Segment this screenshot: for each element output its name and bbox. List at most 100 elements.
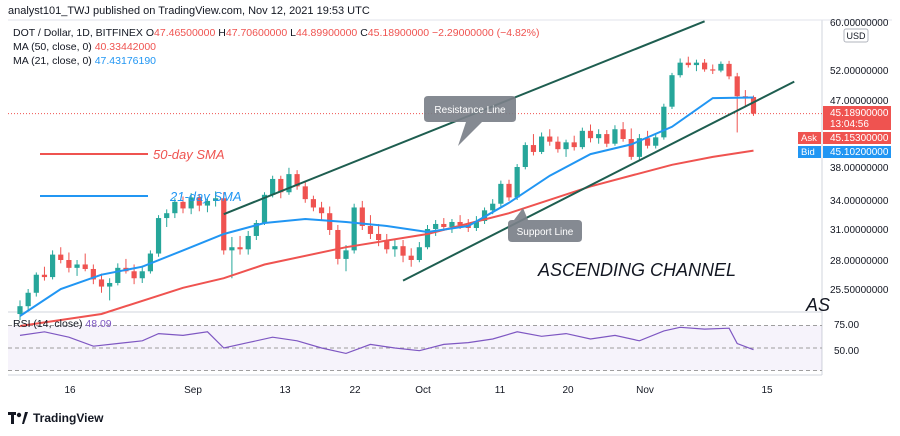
candle-body (522, 145, 528, 167)
candle-body (514, 167, 520, 198)
candle-body (490, 203, 496, 211)
candle-body (555, 141, 561, 150)
candle-body (343, 250, 349, 259)
price-tick-label: 47.00000000 (830, 96, 889, 107)
candle-body (457, 221, 463, 225)
candle-body (384, 240, 390, 250)
candle-body (530, 145, 537, 152)
resistance-callout (424, 96, 516, 146)
candle-body (644, 138, 651, 146)
support-callout (508, 208, 582, 242)
time-tick-label: 20 (562, 385, 574, 396)
candle-body (506, 183, 512, 198)
legend-ma50-row[interactable]: MA (50, close, 0) 40.33442000 (13, 41, 156, 53)
candle-body (587, 130, 594, 139)
candle-body (376, 233, 382, 241)
candle-body (473, 221, 479, 228)
candle-body (416, 247, 422, 260)
high-value: 47.70600000 (225, 27, 288, 39)
candle-body (367, 225, 374, 234)
rsi-legend[interactable]: RSI (14, close) 48.09 (13, 318, 112, 330)
ask-price-tag (823, 132, 891, 144)
candle-body (294, 174, 300, 187)
candle-body (253, 222, 259, 236)
currency-box[interactable] (843, 28, 869, 43)
candle-body (58, 254, 64, 260)
candle-body (188, 197, 194, 209)
symbol-label[interactable]: DOT / Dollar, 1D, BITFINEX (13, 27, 143, 39)
rsi-legend-label: RSI (14, close) (13, 318, 83, 330)
tradingview-brand[interactable]: TradingView (8, 411, 103, 425)
low-label: L (290, 27, 296, 39)
candle-body (131, 271, 137, 279)
ma21-legend-label: MA (21, close, 0) (13, 55, 92, 67)
currency-label: USD (846, 31, 866, 41)
candle-body (33, 274, 39, 293)
candle-body (579, 130, 585, 148)
rsi-legend-value: 48.09 (85, 318, 112, 330)
candle-body (620, 129, 626, 139)
candle-body (612, 129, 618, 144)
candle-body (318, 207, 325, 214)
candle-body (66, 260, 72, 268)
legend-ohlc-row: DOT / Dollar, 1D, BITFINEX O47.46500000 … (13, 27, 539, 39)
candle-body (604, 134, 610, 144)
price-axis-top-tick: 60.00000000 (830, 18, 889, 29)
price-tick-label: 52.00000000 (830, 66, 889, 77)
time-tick-label: Nov (636, 385, 654, 396)
time-axis-ticks: 16 Sep 13 22 Oct 11 20 Nov 15 (64, 385, 773, 396)
low-value: 44.89900000 (295, 27, 358, 39)
close-label: C (360, 27, 368, 39)
candle-body (702, 62, 708, 70)
candle-body (50, 254, 56, 278)
change-value: −2.29000000 (−4.82%) (432, 27, 540, 39)
candle-body (539, 136, 545, 152)
candle-body (310, 199, 316, 208)
candle-body (245, 235, 251, 250)
publish-caption: analyst101_TWJ published on TradingView.… (8, 5, 370, 17)
candle-body (261, 194, 268, 223)
candle-body (90, 268, 96, 280)
time-tick-label: Sep (184, 385, 202, 396)
candle-body (441, 223, 447, 227)
candle-body (180, 201, 186, 209)
support-callout-label: Support Line (517, 227, 574, 238)
candle-body (204, 200, 211, 206)
candle-body (221, 198, 227, 251)
candle-body (270, 178, 276, 195)
ma50-legend-label: MA (50, close, 0) (13, 41, 92, 53)
price-tick-label: 25.50000000 (830, 285, 889, 296)
candle-body (98, 279, 105, 287)
candle-body (115, 267, 121, 283)
candle-body (17, 306, 23, 315)
open-value: 47.46500000 (154, 27, 216, 39)
resistance-callout-label: Resistance Line (434, 105, 506, 116)
time-tick-label: 16 (64, 385, 76, 396)
candle-body (155, 218, 162, 254)
channel-annotation: ASCENDING CHANNEL (537, 260, 736, 280)
support-channel-line (402, 80, 795, 282)
ma50-legend-value: 40.33442000 (94, 41, 157, 53)
candle-body (693, 62, 700, 66)
price-tick-label: 31.00000000 (830, 225, 889, 236)
candle-body (74, 264, 80, 268)
candle-body (172, 201, 178, 214)
time-tick-label: 11 (495, 385, 506, 396)
candle-body (596, 134, 602, 139)
price-tick-label: 38.00000000 (830, 163, 889, 174)
candle-body (359, 207, 365, 226)
candle-body (213, 198, 219, 201)
last-price-value: 45.18900000 (830, 108, 889, 119)
tradingview-logo-icon (8, 412, 28, 424)
time-tick-label: 15 (761, 385, 773, 396)
price-tick-label: 28.00000000 (830, 256, 889, 267)
candle-body (449, 221, 455, 227)
legend-ma21-row[interactable]: MA (21, close, 0) 47.43176190 (13, 55, 156, 67)
candle-body (139, 271, 145, 279)
candle-body (636, 138, 642, 157)
ask-label: Ask (801, 133, 817, 144)
candle-body (408, 255, 414, 260)
candle-body (718, 63, 724, 71)
